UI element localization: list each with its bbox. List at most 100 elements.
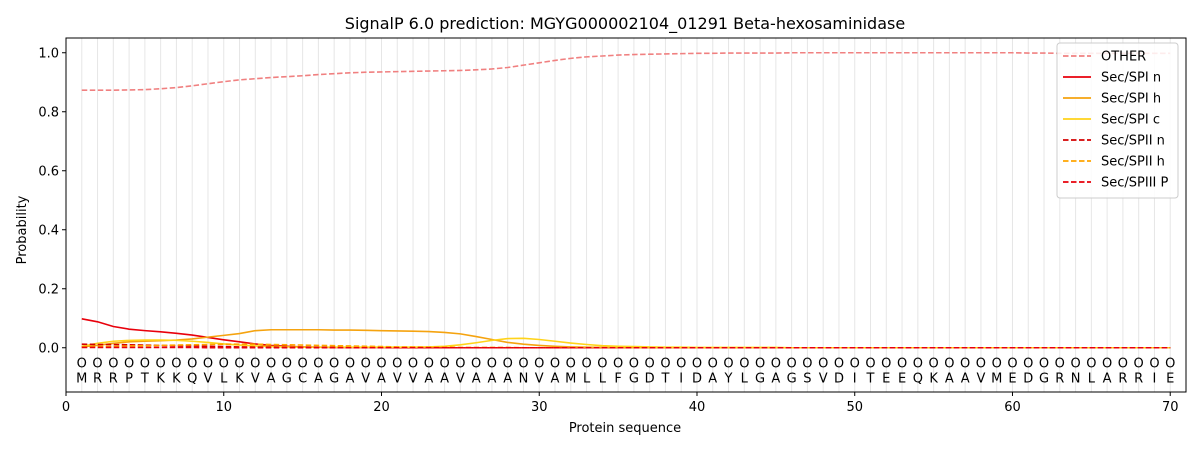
region-label: O	[708, 357, 718, 372]
region-label: O	[1118, 357, 1128, 372]
region-label: O	[550, 357, 560, 372]
residue-label: T	[140, 371, 149, 386]
region-label: O	[676, 357, 686, 372]
region-label: O	[976, 357, 986, 372]
residue-label: A	[377, 371, 386, 386]
region-label: O	[250, 357, 260, 372]
residue-label: A	[961, 371, 970, 386]
region-label: O	[108, 357, 118, 372]
legend-label: Sec/SPI n	[1101, 71, 1161, 86]
residue-label: R	[93, 371, 102, 386]
residue-label: A	[345, 371, 354, 386]
residue-label: D	[692, 371, 702, 386]
residue-label: D	[834, 371, 844, 386]
residue-label: A	[487, 371, 496, 386]
residue-label: A	[472, 371, 481, 386]
region-label: O	[424, 357, 434, 372]
residue-label: V	[361, 371, 370, 386]
region-label: O	[298, 357, 308, 372]
residue-label: G	[329, 371, 339, 386]
residue-label: T	[660, 371, 669, 386]
residue-label: G	[629, 371, 639, 386]
residue-label: A	[1103, 371, 1112, 386]
residue-label: P	[125, 371, 133, 386]
residue-label: C	[298, 371, 307, 386]
residue-label: A	[551, 371, 560, 386]
residue-label: R	[1118, 371, 1127, 386]
region-label: O	[1134, 357, 1144, 372]
region-label: O	[234, 357, 244, 372]
region-label: O	[818, 357, 828, 372]
region-label: O	[534, 357, 544, 372]
y-tick-label: 0.6	[38, 164, 59, 179]
region-label: O	[376, 357, 386, 372]
residue-label: D	[1023, 371, 1033, 386]
residue-label: M	[991, 371, 1002, 386]
region-label: O	[219, 357, 229, 372]
legend-label: Sec/SPII n	[1101, 134, 1165, 149]
region-label: O	[692, 357, 702, 372]
region-label: O	[597, 357, 607, 372]
residue-label: R	[109, 371, 118, 386]
residue-label: G	[1039, 371, 1049, 386]
region-label: O	[487, 357, 497, 372]
residue-label: K	[929, 371, 938, 386]
region-label: O	[1102, 357, 1112, 372]
residue-label: M	[76, 371, 87, 386]
residue-label: M	[565, 371, 576, 386]
legend-label: Sec/SPI c	[1101, 113, 1160, 128]
x-tick-label: 0	[62, 400, 70, 415]
y-axis-label: Probability	[15, 195, 30, 264]
y-tick-label: 0.2	[38, 282, 59, 297]
region-label: O	[408, 357, 418, 372]
region-label: O	[897, 357, 907, 372]
residue-label: R	[1055, 371, 1064, 386]
residue-label: N	[1071, 371, 1081, 386]
residue-label: S	[803, 371, 811, 386]
legend-label: Sec/SPI h	[1101, 92, 1161, 107]
residue-label: V	[409, 371, 418, 386]
region-label: O	[613, 357, 623, 372]
residue-label: L	[220, 371, 228, 386]
residue-label: Q	[913, 371, 923, 386]
residue-label: A	[424, 371, 433, 386]
region-label: O	[771, 357, 781, 372]
region-label: O	[203, 357, 213, 372]
chart-title: SignalP 6.0 prediction: MGYG000002104_01…	[345, 14, 905, 34]
region-label: O	[313, 357, 323, 372]
region-label: O	[345, 357, 355, 372]
region-label: O	[960, 357, 970, 372]
y-tick-label: 0.8	[38, 105, 59, 120]
x-tick-label: 50	[846, 400, 863, 415]
region-label: O	[282, 357, 292, 372]
x-tick-label: 20	[373, 400, 390, 415]
region-label: O	[329, 357, 339, 372]
region-label: O	[266, 357, 276, 372]
x-axis-label: Protein sequence	[569, 421, 681, 436]
region-label: O	[802, 357, 812, 372]
region-label: O	[787, 357, 797, 372]
region-label: O	[739, 357, 749, 372]
residue-label: L	[599, 371, 607, 386]
x-tick-label: 70	[1162, 400, 1179, 415]
residue-label: V	[251, 371, 260, 386]
region-label: O	[660, 357, 670, 372]
region-label: O	[1055, 357, 1065, 372]
residue-label: K	[235, 371, 244, 386]
residue-label: V	[535, 371, 544, 386]
residue-label: Y	[724, 371, 733, 386]
residue-label: N	[519, 371, 529, 386]
x-tick-label: 60	[1004, 400, 1021, 415]
region-label: O	[850, 357, 860, 372]
y-tick-label: 1.0	[38, 46, 59, 61]
residue-label: R	[1134, 371, 1143, 386]
residue-label: K	[172, 371, 181, 386]
region-label: O	[581, 357, 591, 372]
residue-label: D	[645, 371, 655, 386]
region-label: O	[865, 357, 875, 372]
residue-label: I	[679, 371, 683, 386]
legend-label: Sec/SPII h	[1101, 155, 1165, 170]
region-label: O	[92, 357, 102, 372]
region-label: O	[566, 357, 576, 372]
residue-label: L	[1088, 371, 1096, 386]
